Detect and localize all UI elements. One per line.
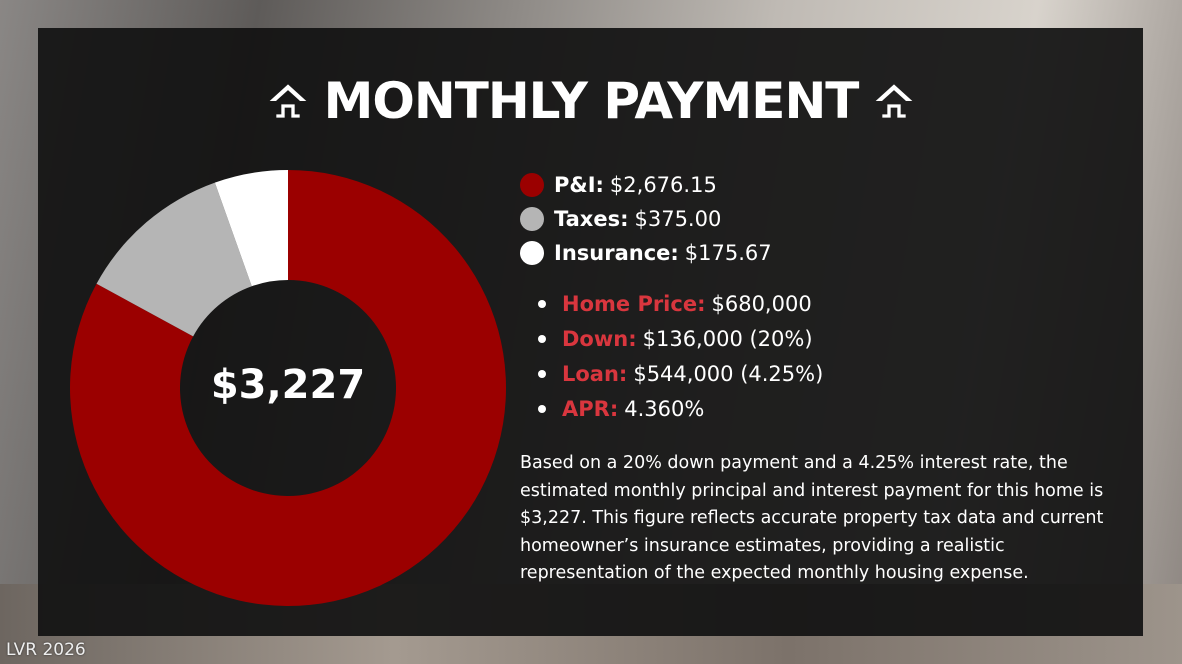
bullet (538, 404, 546, 413)
legend-label: Taxes: (554, 207, 629, 231)
legend-value: $2,676.15 (609, 173, 717, 197)
fact-label: APR: (562, 396, 619, 421)
fact-label: Down: (562, 326, 637, 351)
donut-chart (69, 170, 506, 606)
fact-value: $680,000 (711, 291, 812, 316)
loan-facts-list: Home Price: $680,000 Down: $136,000 (20%) … (538, 286, 823, 426)
bullet (538, 369, 546, 378)
fact-apr: APR: 4.360% (538, 391, 823, 426)
legend-label: Insurance: (554, 241, 679, 265)
fact-value: $544,000 (4.25%) (633, 361, 824, 386)
watermark: LVR 2026 (6, 640, 86, 660)
legend-swatch (520, 207, 544, 231)
legend-item-insurance: Insurance: $175.67 (520, 236, 772, 270)
legend: P&I: $2,676.15 Taxes: $375.00 Insurance:… (520, 168, 772, 270)
fact-label: Loan: (562, 361, 628, 386)
bullet (538, 299, 546, 308)
donut-slice-taxes (96, 182, 252, 337)
home-icon (876, 84, 913, 118)
legend-label: P&I: (554, 173, 604, 197)
legend-item-pi: P&I: $2,676.15 (520, 168, 772, 202)
legend-value: $375.00 (634, 207, 722, 231)
fact-down: Down: $136,000 (20%) (538, 321, 823, 356)
donut-slice-insurance (214, 170, 288, 287)
fact-home-price: Home Price: $680,000 (538, 286, 823, 321)
title-text: MONTHLY PAYMENT (323, 72, 860, 130)
donut-slice-pi (69, 170, 506, 606)
legend-value: $175.67 (684, 241, 772, 265)
legend-swatch (520, 241, 544, 265)
page-title: MONTHLY PAYMENT (0, 72, 1182, 130)
fact-loan: Loan: $544,000 (4.25%) (538, 356, 823, 391)
home-icon (269, 84, 306, 118)
fact-value: $136,000 (20%) (642, 326, 813, 351)
description: Based on a 20% down payment and a 4.25% … (520, 453, 1104, 583)
fact-value: 4.360% (624, 396, 705, 421)
bullet (538, 334, 546, 343)
donut-center-total: $3,227 (210, 362, 366, 408)
legend-swatch (520, 173, 544, 197)
fact-label: Home Price: (562, 291, 706, 316)
legend-item-taxes: Taxes: $375.00 (520, 202, 772, 236)
